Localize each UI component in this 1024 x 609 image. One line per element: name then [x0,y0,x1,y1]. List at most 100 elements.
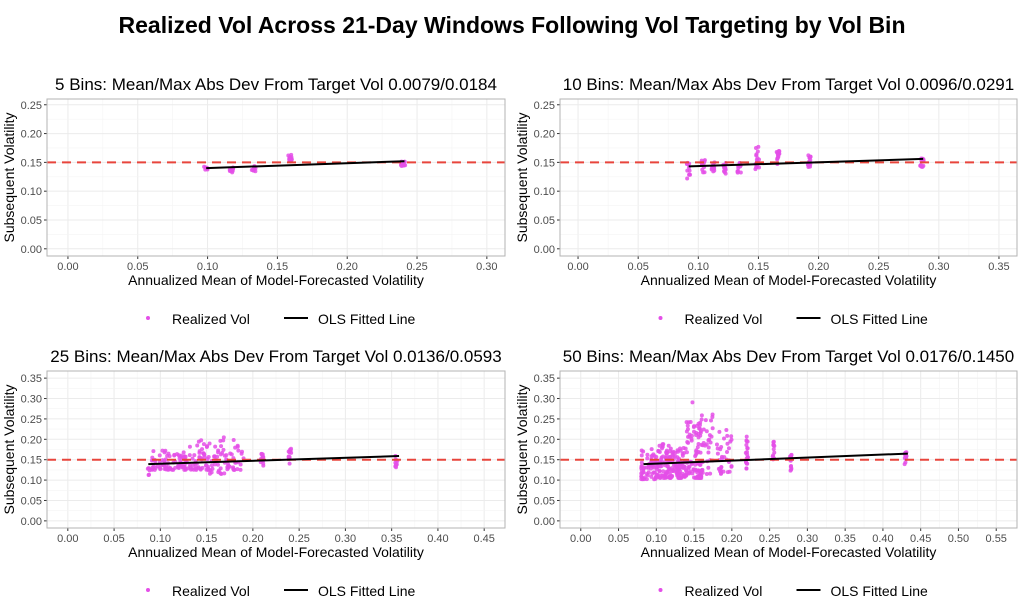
realized-vol-point [688,420,693,425]
realized-vol-point [194,467,199,472]
realized-vol-point [654,454,659,459]
legend-realized-vol: Realized Vol [685,311,763,327]
realized-vol-point [696,449,701,454]
realized-vol-point [287,157,292,162]
realized-vol-point [757,165,762,170]
realized-vol-point [191,463,196,468]
realized-vol-point [777,149,782,154]
realized-vol-point [678,446,683,451]
realized-vol-point [714,442,719,447]
realized-vol-point [724,427,729,432]
realized-vol-point [192,453,197,458]
x-tick-label: 0.05 [608,533,629,545]
realized-vol-point [230,168,235,173]
realized-vol-point [685,168,690,173]
x-tick-label: 0.40 [427,533,448,545]
realized-vol-point [212,454,217,459]
panel-3: 25 Bins: Mean/Max Abs Dev From Target Vo… [1,347,506,599]
x-axis-label: Annualized Mean of Model-Forecasted Vola… [128,544,424,560]
realized-vol-point [691,467,696,472]
x-tick-label: 0.50 [948,533,969,545]
realized-vol-point [286,153,291,158]
y-tick-label: 0.15 [21,157,42,169]
realized-vol-point [674,469,679,474]
panel-title: 50 Bins: Mean/Max Abs Dev From Target Vo… [563,347,1014,366]
legend-point-icon [146,588,150,592]
realized-vol-point [209,463,214,468]
x-tick-label: 0.20 [721,533,742,545]
realized-vol-point [221,438,226,443]
realized-vol-point [666,443,671,448]
realized-vol-point [188,463,193,468]
x-tick-label: 0.55 [986,533,1007,545]
panel-2: 10 Bins: Mean/Max Abs Dev From Target Vo… [514,75,1018,327]
realized-vol-point [187,453,192,458]
realized-vol-point [699,413,704,418]
y-tick-label: 0.35 [534,373,555,385]
ols-fitted-line [206,160,405,170]
realized-vol-point [706,465,711,470]
realized-vol-point [721,469,726,474]
y-tick-label: 0.00 [21,516,42,528]
realized-vol-point [639,474,644,479]
x-tick-label: 0.05 [103,533,124,545]
realized-vol-point [745,446,750,451]
realized-vol-point [231,438,236,443]
realized-vol-point [715,446,720,451]
realized-vol-point [238,467,243,472]
realized-vol-point [675,455,680,460]
realized-vol-point [227,169,232,174]
realized-vol-point [744,461,749,466]
realized-vol-point [702,170,707,175]
plot-frame [46,370,506,529]
legend-point-icon [658,588,663,592]
realized-vol-point [155,464,160,469]
realized-vol-point [655,472,660,477]
x-axis-label: Annualized Mean of Model-Forecasted Vola… [641,272,937,288]
realized-vol-point [682,464,687,469]
y-tick-label: 0.00 [534,516,555,528]
realized-vol-point [657,443,662,448]
x-tick-label: 0.05 [627,261,648,273]
plot-frame [46,98,506,257]
x-axis-label: Annualized Mean of Model-Forecasted Vola… [128,272,424,288]
y-tick-label: 0.20 [21,129,42,141]
legend-realized-vol: Realized Vol [172,583,250,599]
x-tick-label: 0.10 [150,533,171,545]
realized-vol-point [725,433,730,438]
x-axis-label: Annualized Mean of Model-Forecasted Vola… [641,544,937,560]
realized-vol-point [670,467,675,472]
realized-vol-point [649,447,654,452]
x-tick-label: 0.00 [570,533,591,545]
realized-vol-point [224,453,229,458]
y-axis-label: Subsequent Volatility [1,113,17,243]
realized-vol-point [210,466,215,471]
realized-vol-point [399,163,404,168]
realized-vol-point [788,464,793,469]
realized-vol-point [158,467,163,472]
realized-vol-point [711,169,716,174]
realized-vol-point [665,475,670,480]
y-tick-label: 0.10 [21,186,42,198]
realized-vol-point [157,453,162,458]
realized-vol-point [775,156,780,161]
realized-vol-point [685,427,690,432]
realized-vol-point [222,471,227,476]
x-tick-label: 0.00 [57,261,78,273]
x-tick-label: 0.00 [567,261,588,273]
realized-vol-point [725,470,730,475]
realized-vol-point [226,463,231,468]
legend-ols-fitted-line: OLS Fitted Line [318,311,415,327]
realized-vol-point [207,441,212,446]
realized-vol-point [708,440,713,445]
y-tick-label: 0.20 [534,129,555,141]
legend-point-icon [146,316,150,320]
realized-vol-point [724,449,729,454]
y-tick-label: 0.30 [534,394,555,406]
realized-vol-point [736,166,741,171]
realized-vol-point [745,452,750,457]
y-tick-label: 0.25 [21,100,42,112]
realized-vol-point [173,465,178,470]
plot-background [47,99,505,256]
realized-vol-point [239,451,244,456]
